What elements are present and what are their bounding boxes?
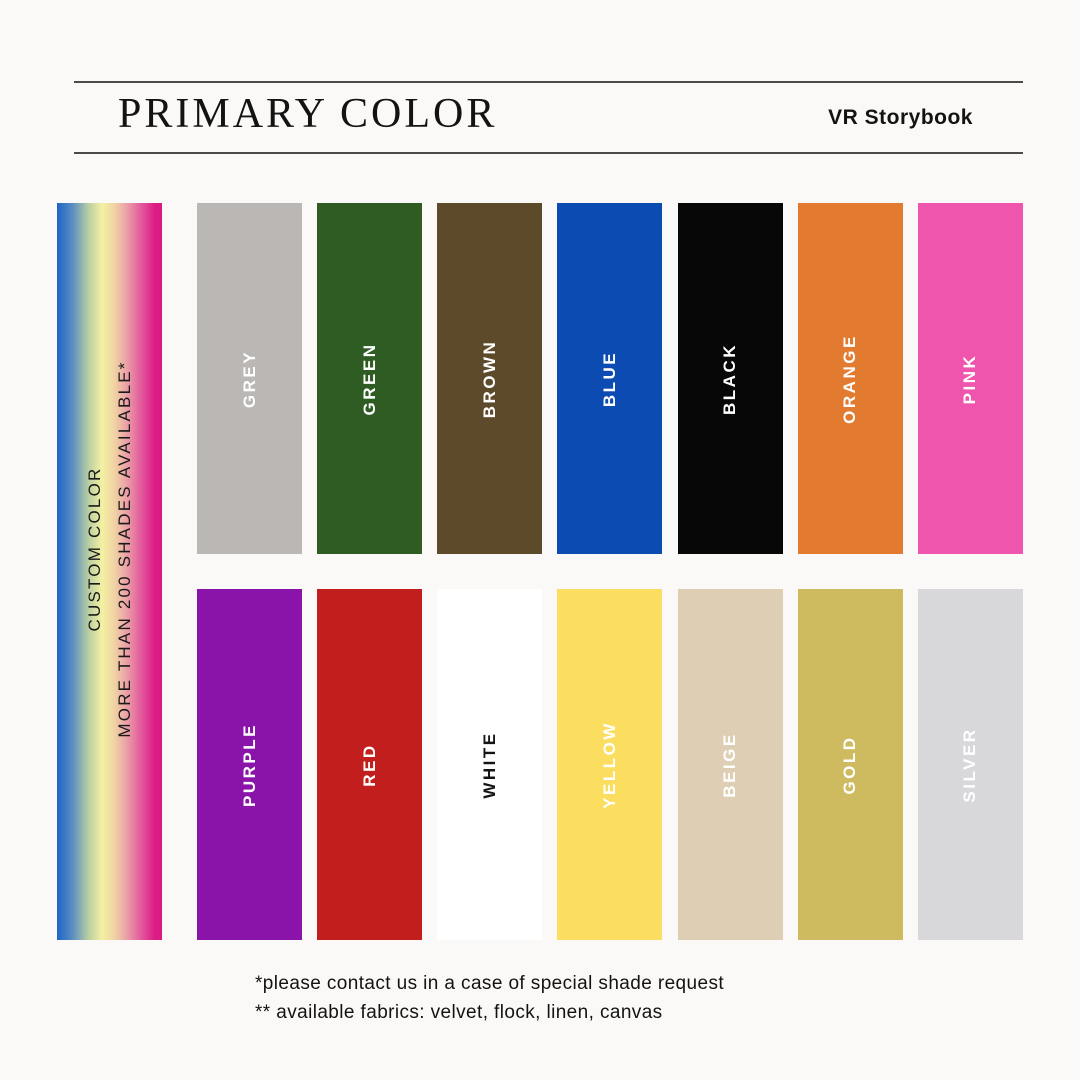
swatch-label-pink: PINK [960,353,980,404]
swatch-label-yellow: YELLOW [599,720,619,809]
swatch-blue: BLUE [557,203,663,554]
custom-shades-note: MORE THAN 200 SHADES AVAILABLE* [114,359,134,738]
swatch-label-white: WHITE [479,730,499,799]
swatch-grid: GREY GREEN BROWN BLUE BLACK ORANGE PINK PURPLE R… [197,203,1023,940]
footer-note-shade-request: *please contact us in a case of special … [255,973,725,994]
swatch-brown: BROWN [437,203,543,554]
swatch-label-grey: GREY [239,349,259,408]
swatch-purple: PURPLE [197,589,302,940]
swatch-green: GREEN [317,203,423,554]
swatch-label-silver: SILVER [960,726,980,803]
swatch-grey: GREY [197,203,302,554]
swatch-label-brown: BROWN [479,339,499,418]
custom-color-bar-text: CUSTOM COLOR MORE THAN 200 SHADES AVAILA… [80,360,140,737]
header-rule-bottom [74,152,1023,154]
swatch-label-orange: ORANGE [840,333,860,424]
swatch-silver: SILVER [917,589,1023,940]
swatch-label-gold: GOLD [840,734,860,795]
swatch-orange: ORANGE [797,203,903,554]
swatch-black: BLACK [677,203,783,554]
swatch-row-2: PURPLE RED WHITE YELLOW BEIGE GOLD SILVER [197,589,1023,940]
custom-color-gradient-bar: CUSTOM COLOR MORE THAN 200 SHADES AVAILA… [57,203,162,940]
footer-notes: *please contact us in a case of special … [255,969,724,1027]
swatch-gold: GOLD [797,589,903,940]
footer-note-fabrics: ** available fabrics: velvet, flock, lin… [255,1002,663,1023]
swatch-label-green: GREEN [359,342,379,415]
swatch-row-1: GREY GREEN BROWN BLUE BLACK ORANGE PINK [197,203,1023,554]
swatch-label-beige: BEIGE [720,731,740,798]
swatch-yellow: YELLOW [557,589,663,940]
swatch-red: RED [317,589,423,940]
page-title: PRIMARY COLOR [118,91,498,137]
swatch-white: WHITE [437,589,543,940]
swatch-label-blue: BLUE [599,350,619,407]
brand-name: VR Storybook [828,106,973,129]
header-rule-top [74,81,1023,83]
swatch-beige: BEIGE [677,589,783,940]
swatch-pink: PINK [917,203,1023,554]
swatch-label-red: RED [359,742,379,787]
swatch-label-purple: PURPLE [239,722,259,807]
swatch-label-black: BLACK [720,342,740,415]
custom-color-label: CUSTOM COLOR [84,466,104,631]
